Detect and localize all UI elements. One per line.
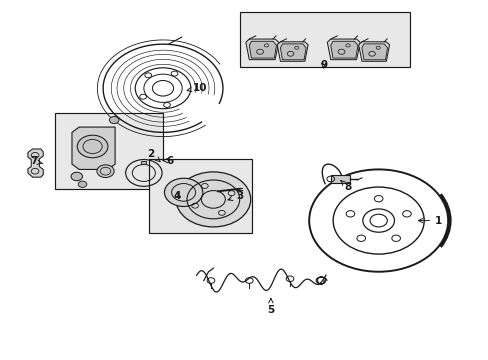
Circle shape <box>176 172 250 227</box>
Polygon shape <box>280 44 305 60</box>
Text: 5: 5 <box>266 298 274 315</box>
Text: 7: 7 <box>30 156 43 166</box>
Text: 9: 9 <box>319 60 326 70</box>
Text: 1: 1 <box>418 216 441 226</box>
Circle shape <box>109 117 119 123</box>
Polygon shape <box>245 39 278 60</box>
Polygon shape <box>358 42 389 61</box>
Polygon shape <box>277 42 307 61</box>
Polygon shape <box>326 39 359 60</box>
Circle shape <box>77 135 108 158</box>
Bar <box>141 161 146 164</box>
Bar <box>148 159 251 233</box>
Text: 8: 8 <box>340 181 350 192</box>
Circle shape <box>78 181 87 188</box>
Polygon shape <box>361 44 387 60</box>
Polygon shape <box>28 149 43 177</box>
Bar <box>55 113 163 189</box>
Polygon shape <box>330 41 357 58</box>
Text: 2: 2 <box>147 149 160 162</box>
Polygon shape <box>72 127 115 170</box>
Text: 10: 10 <box>186 82 207 93</box>
Bar <box>239 12 409 67</box>
Text: 6: 6 <box>163 156 174 166</box>
Circle shape <box>164 178 203 207</box>
Circle shape <box>97 165 114 177</box>
Bar <box>330 175 349 183</box>
Text: 3: 3 <box>227 191 243 201</box>
Polygon shape <box>249 41 276 58</box>
Circle shape <box>71 172 82 181</box>
Text: 4: 4 <box>173 191 181 201</box>
